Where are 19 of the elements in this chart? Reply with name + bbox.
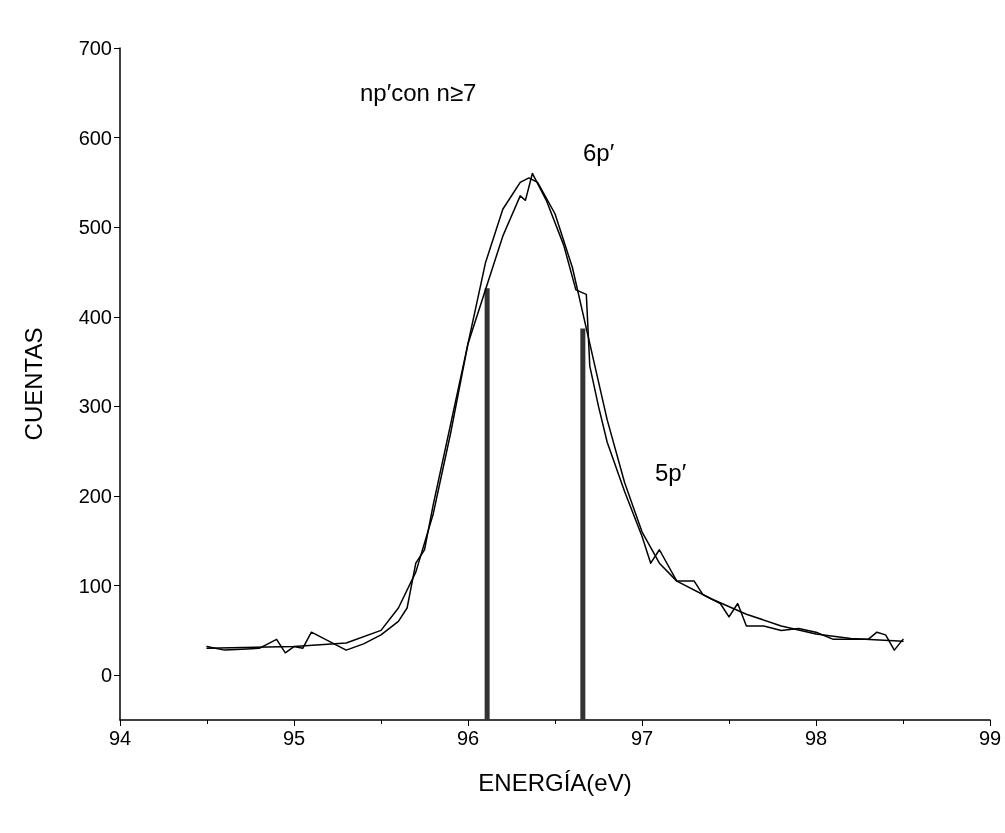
x-tick-label: 97 xyxy=(630,727,654,749)
x-tick-label: 98 xyxy=(804,727,828,749)
y-tick-label: 500 xyxy=(78,216,112,239)
y-tick-label: 100 xyxy=(78,574,112,597)
x-tick-label: 94 xyxy=(108,727,132,749)
y-tick-label: 400 xyxy=(78,305,112,328)
y-tick-label: 300 xyxy=(78,395,112,418)
y-tick-label: 0 xyxy=(100,664,112,687)
x-tick-label: 99 xyxy=(978,727,1002,749)
y-tick-label: 200 xyxy=(78,485,112,507)
annotation: 6p′ xyxy=(583,138,615,166)
x-axis-title: ENERGÍA(eV) xyxy=(478,768,632,796)
y-tick-label: 700 xyxy=(78,37,112,59)
annotation: np′con n≥7 xyxy=(360,78,477,106)
x-tick-label: 95 xyxy=(282,727,306,749)
y-axis-title: CUENTAS xyxy=(19,327,47,441)
x-tick-label: 96 xyxy=(456,727,480,749)
annotation: 5p′ xyxy=(655,458,687,486)
y-tick-label: 600 xyxy=(78,126,112,149)
